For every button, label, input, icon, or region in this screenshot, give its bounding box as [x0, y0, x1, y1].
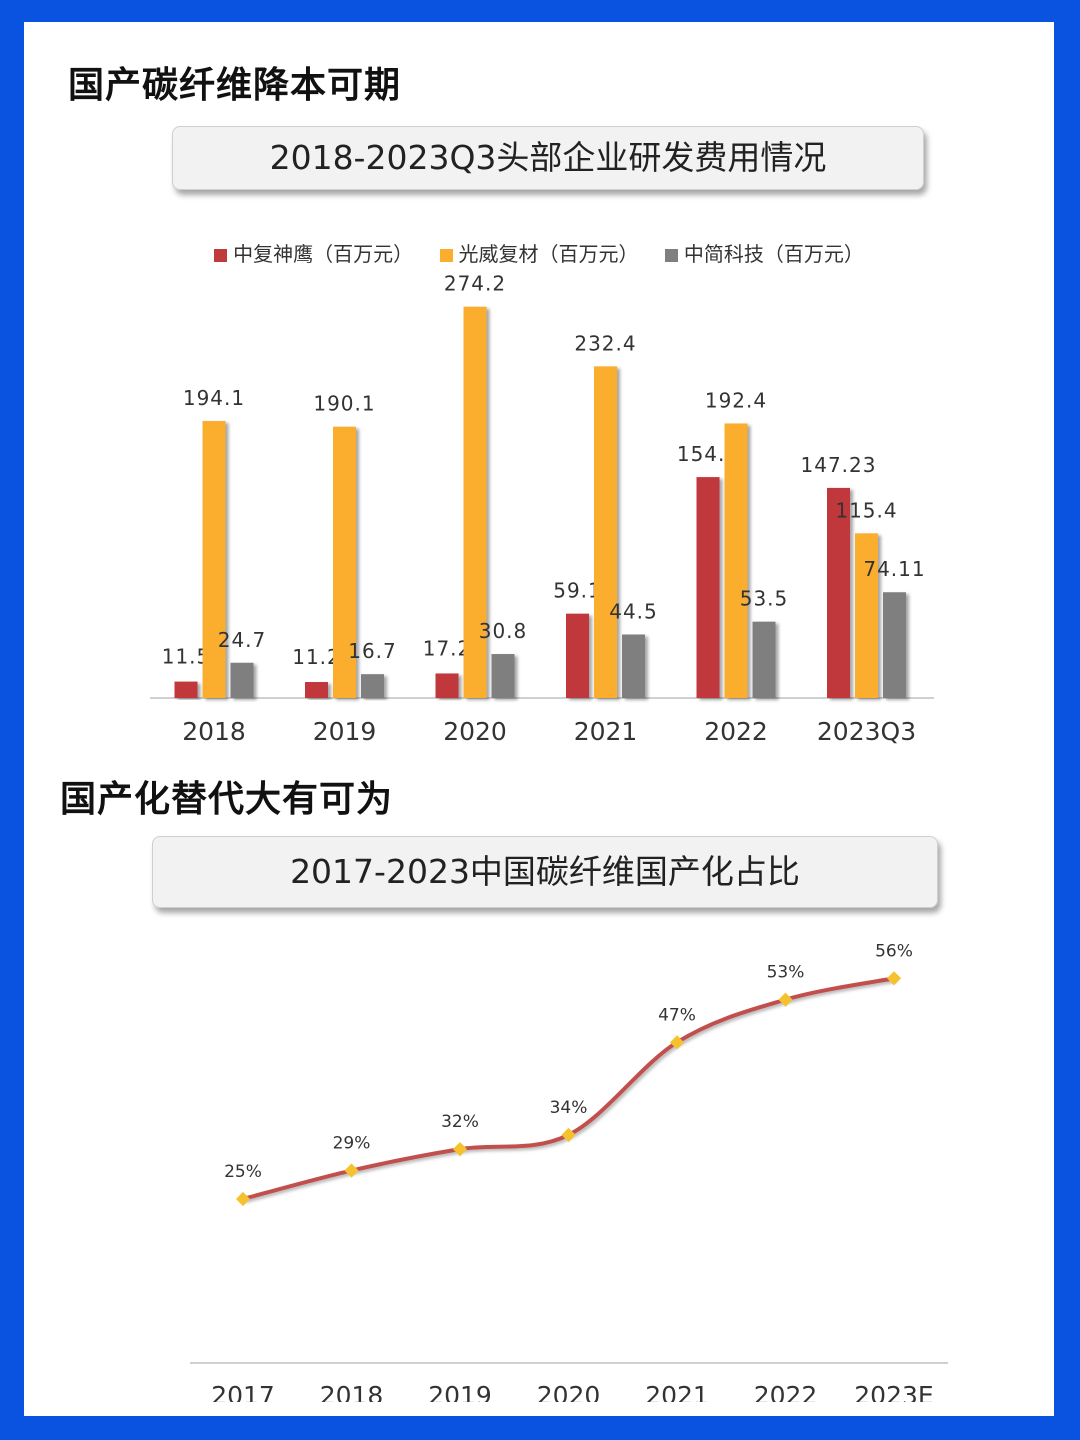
data-point: [235, 1191, 251, 1207]
data-label: 32%: [441, 1112, 479, 1132]
x-tick-label: 2021: [574, 717, 638, 746]
data-label: 53.5: [740, 587, 789, 611]
bar-3: [883, 592, 906, 698]
bar-2: [724, 423, 748, 698]
data-label: 232.4: [574, 331, 636, 355]
data-label: 53%: [767, 963, 805, 983]
legend-item-1: 中复神鹰（百万元）: [214, 238, 413, 267]
data-label: 34%: [550, 1098, 588, 1118]
bar-2: [202, 421, 226, 698]
legend-label-2: 光威复材（百万元）: [458, 242, 639, 266]
x-tick-label: 2022: [704, 717, 768, 746]
x-tick-label: 2020: [537, 1381, 601, 1402]
x-tick-label: 2023Q3: [817, 717, 916, 746]
content-panel: 国产碳纤维降本可期 2018-2023Q3头部企业研发费用情况 中复神鹰（百万元…: [24, 22, 1054, 1416]
bar-2: [333, 426, 356, 698]
bar-1: [305, 682, 328, 698]
data-label: 59.1: [553, 579, 602, 603]
data-label: 30.8: [479, 619, 528, 643]
legend-item-3: 中简科技（百万元）: [664, 238, 864, 267]
data-label: 16.7: [348, 639, 397, 663]
data-label: 274.2: [444, 272, 506, 296]
line-chart-title: 2017-2023中国碳纤维国产化占比: [152, 836, 938, 908]
x-tick-label: 2018: [320, 1381, 384, 1402]
data-label: 11.5: [162, 645, 211, 669]
bar-1: [566, 613, 589, 698]
bar-3: [622, 634, 645, 698]
data-label: 192.4: [705, 388, 767, 412]
data-label: 47%: [658, 1005, 696, 1025]
data-label: 44.5: [609, 599, 658, 623]
data-label: 17.2: [423, 636, 472, 660]
data-point: [778, 992, 793, 1007]
legend-swatch-3: [664, 249, 678, 262]
x-tick-label: 2018: [182, 717, 246, 746]
x-tick-label: 2019: [313, 717, 377, 746]
bar-1: [435, 673, 459, 698]
x-tick-label: 2019: [428, 1381, 492, 1402]
data-label: 29%: [333, 1134, 371, 1154]
data-label: 56%: [875, 941, 913, 961]
data-point: [344, 1163, 359, 1178]
legend-label-3: 中简科技（百万元）: [683, 242, 864, 266]
section-heading-substitution: 国产化替代大有可为: [60, 779, 394, 820]
bar-1: [827, 487, 850, 698]
x-tick-label: 2017: [211, 1381, 275, 1402]
data-label: 115.4: [835, 498, 897, 522]
bar-3: [230, 662, 254, 698]
bar-chart-title: 2018-2023Q3头部企业研发费用情况: [172, 126, 924, 190]
bar-3: [361, 674, 384, 698]
bar-3: [752, 621, 776, 698]
data-label: 25%: [224, 1162, 262, 1182]
data-label: 24.7: [218, 628, 267, 652]
bar-3: [491, 654, 515, 698]
series-line: [242, 976, 895, 1201]
line-chart: 25% 2017 29% 2018 32% 2019 34% 2020 47% 2021 53% 20…: [190, 941, 948, 1402]
legend-item-2: 光威复材（百万元）: [439, 238, 639, 267]
x-tick-label: 2022: [754, 1381, 818, 1402]
x-tick-label: 2023E: [854, 1381, 933, 1402]
x-tick-label: 2020: [443, 717, 507, 746]
bar-2: [594, 366, 617, 698]
bar-1: [174, 681, 198, 698]
data-label: 147.23: [801, 453, 877, 477]
section-heading-cost: 国产碳纤维降本可期: [68, 65, 402, 106]
bar-2: [463, 306, 487, 698]
legend-swatch-1: [214, 249, 228, 262]
data-point: [886, 971, 902, 986]
bar-2: [855, 533, 878, 698]
data-label: 190.1: [313, 392, 375, 416]
bar-chart: 2018 11.5 194.1 24.7 2019 11.2 190.1 16.7 2020 17…: [150, 272, 934, 746]
data-point: [669, 1035, 685, 1050]
data-point: [452, 1142, 468, 1157]
legend-swatch-2: [439, 249, 453, 262]
data-label: 194.1: [183, 386, 245, 410]
bar-chart-legend: 中复神鹰（百万元） 光威复材（百万元） 中简科技（百万元）: [24, 238, 1054, 267]
x-tick-label: 2021: [645, 1381, 709, 1402]
bar-1: [696, 477, 720, 698]
data-label: 74.11: [863, 557, 925, 581]
data-label: 11.2: [292, 645, 341, 669]
legend-label-1: 中复神鹰（百万元）: [233, 242, 414, 266]
